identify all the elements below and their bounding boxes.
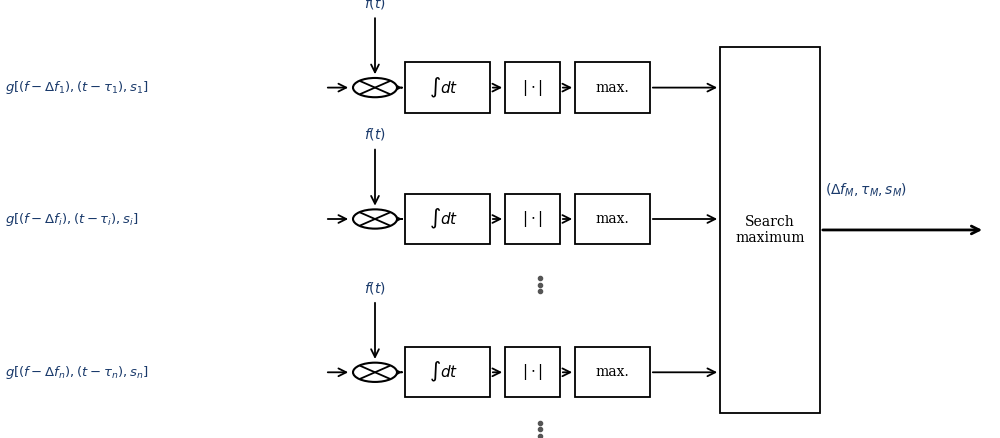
- Bar: [405, 347, 490, 398]
- Text: max.: max.: [596, 81, 629, 95]
- Circle shape: [353, 209, 397, 229]
- Bar: [505, 62, 560, 113]
- Text: $\int dt$: $\int dt$: [429, 75, 458, 100]
- Text: max.: max.: [596, 365, 629, 379]
- Text: max.: max.: [596, 212, 629, 226]
- Text: $\int dt$: $\int dt$: [429, 207, 458, 231]
- Text: $g[(f-\Delta f_i),(t-\tau_i),s_i]$: $g[(f-\Delta f_i),(t-\tau_i),s_i]$: [5, 211, 139, 227]
- Circle shape: [353, 363, 397, 382]
- Bar: [575, 62, 650, 113]
- Bar: [720, 47, 820, 413]
- Text: $f(t)$: $f(t)$: [364, 279, 386, 296]
- Text: $\int dt$: $\int dt$: [429, 360, 458, 385]
- Text: $f(t)$: $f(t)$: [364, 126, 386, 142]
- Text: $(\Delta f_M,\tau_M,s_M)$: $(\Delta f_M,\tau_M,s_M)$: [825, 182, 907, 199]
- Text: $g[(f-\Delta f_1),(t-\tau_1),s_1]$: $g[(f-\Delta f_1),(t-\tau_1),s_1]$: [5, 79, 149, 96]
- Bar: [575, 194, 650, 244]
- Bar: [405, 62, 490, 113]
- Bar: [575, 347, 650, 398]
- Text: $g[(f-\Delta f_n),(t-\tau_n),s_n]$: $g[(f-\Delta f_n),(t-\tau_n),s_n]$: [5, 364, 149, 381]
- Text: $|\cdot|$: $|\cdot|$: [522, 78, 543, 98]
- Text: $|\cdot|$: $|\cdot|$: [522, 362, 543, 382]
- Text: $|\cdot|$: $|\cdot|$: [522, 209, 543, 229]
- Circle shape: [353, 78, 397, 97]
- Bar: [505, 194, 560, 244]
- Text: $f(t)$: $f(t)$: [364, 0, 386, 11]
- Bar: [405, 194, 490, 244]
- Text: Search
maximum: Search maximum: [735, 215, 805, 245]
- Bar: [505, 347, 560, 398]
